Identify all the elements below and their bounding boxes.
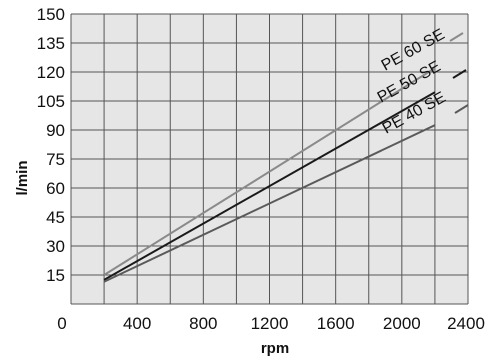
- series-label-tick: [454, 104, 469, 114]
- y-axis-title: l/min: [14, 160, 31, 195]
- series-line: [103, 124, 436, 283]
- x-tick-label: 0: [57, 314, 66, 333]
- x-tick-label: 800: [189, 314, 217, 333]
- y-tick-label: 45: [46, 208, 65, 227]
- x-tick-label: 2000: [383, 314, 421, 333]
- y-tick-label: 120: [37, 63, 65, 82]
- y-tick-label: 150: [37, 5, 65, 24]
- series-label-tick: [449, 32, 464, 42]
- y-tick-label: 15: [46, 266, 65, 285]
- x-tick-label: 1600: [317, 314, 355, 333]
- series-lines: [103, 67, 436, 283]
- x-tick-label: 1200: [251, 314, 289, 333]
- series-line: [103, 91, 436, 281]
- y-tick-labels: 15 30 45 60 75 90 105 120 135 150: [37, 5, 65, 285]
- series-label-tick: [452, 69, 467, 79]
- y-tick-label: 90: [46, 121, 65, 140]
- x-axis-title: rpm: [261, 340, 289, 356]
- y-tick-label: 60: [46, 179, 65, 198]
- series-line: [103, 67, 436, 276]
- y-tick-label: 30: [46, 237, 65, 256]
- grid: [70, 13, 469, 305]
- y-tick-label: 75: [46, 150, 65, 169]
- y-tick-label: 135: [37, 34, 65, 53]
- x-tick-labels: 0 400 800 1200 1600 2000 2400: [57, 314, 485, 333]
- y-tick-label: 105: [37, 92, 65, 111]
- x-tick-label: 2400: [447, 314, 485, 333]
- x-tick-label: 400: [123, 314, 151, 333]
